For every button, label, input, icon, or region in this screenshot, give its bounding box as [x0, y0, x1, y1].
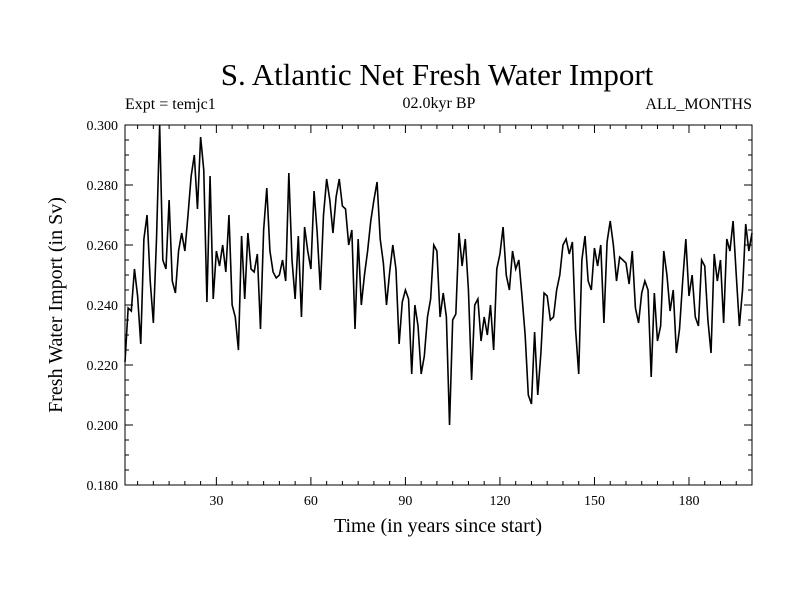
- chart-title: S. Atlantic Net Fresh Water Import: [221, 57, 654, 92]
- x-tick-label: 90: [398, 494, 412, 509]
- series-line: [124, 124, 753, 426]
- experiment-label: Expt = temjc1: [125, 96, 216, 113]
- x-tick-label: 60: [304, 494, 318, 509]
- y-tick-label: 0.260: [87, 239, 119, 254]
- chart-subtitle: 02.0kyr BP: [403, 95, 476, 112]
- x-axis-label: Time (in years since start): [334, 515, 542, 537]
- y-tick-label: 0.180: [87, 479, 119, 494]
- y-tick-label: 0.220: [87, 359, 119, 374]
- y-tick-label: 0.200: [87, 419, 119, 434]
- y-tick-label: 0.300: [87, 119, 119, 134]
- x-tick-label: 180: [678, 494, 699, 509]
- x-tick-label: 150: [584, 494, 605, 509]
- series-layer: [124, 124, 753, 426]
- months-label: ALL_MONTHS: [645, 96, 752, 113]
- y-tick-label: 0.240: [87, 299, 119, 314]
- y-tick-label: 0.280: [87, 179, 119, 194]
- x-tick-label: 120: [489, 494, 510, 509]
- tick-labels: 30 60 90 120 150 180 0.180 0.200 0.220 0.240 0.260…: [87, 119, 700, 509]
- x-tick-label: 30: [209, 494, 223, 509]
- y-axis-label: Fresh Water Import (in Sv): [45, 197, 67, 413]
- axis-ticks: [125, 124, 752, 486]
